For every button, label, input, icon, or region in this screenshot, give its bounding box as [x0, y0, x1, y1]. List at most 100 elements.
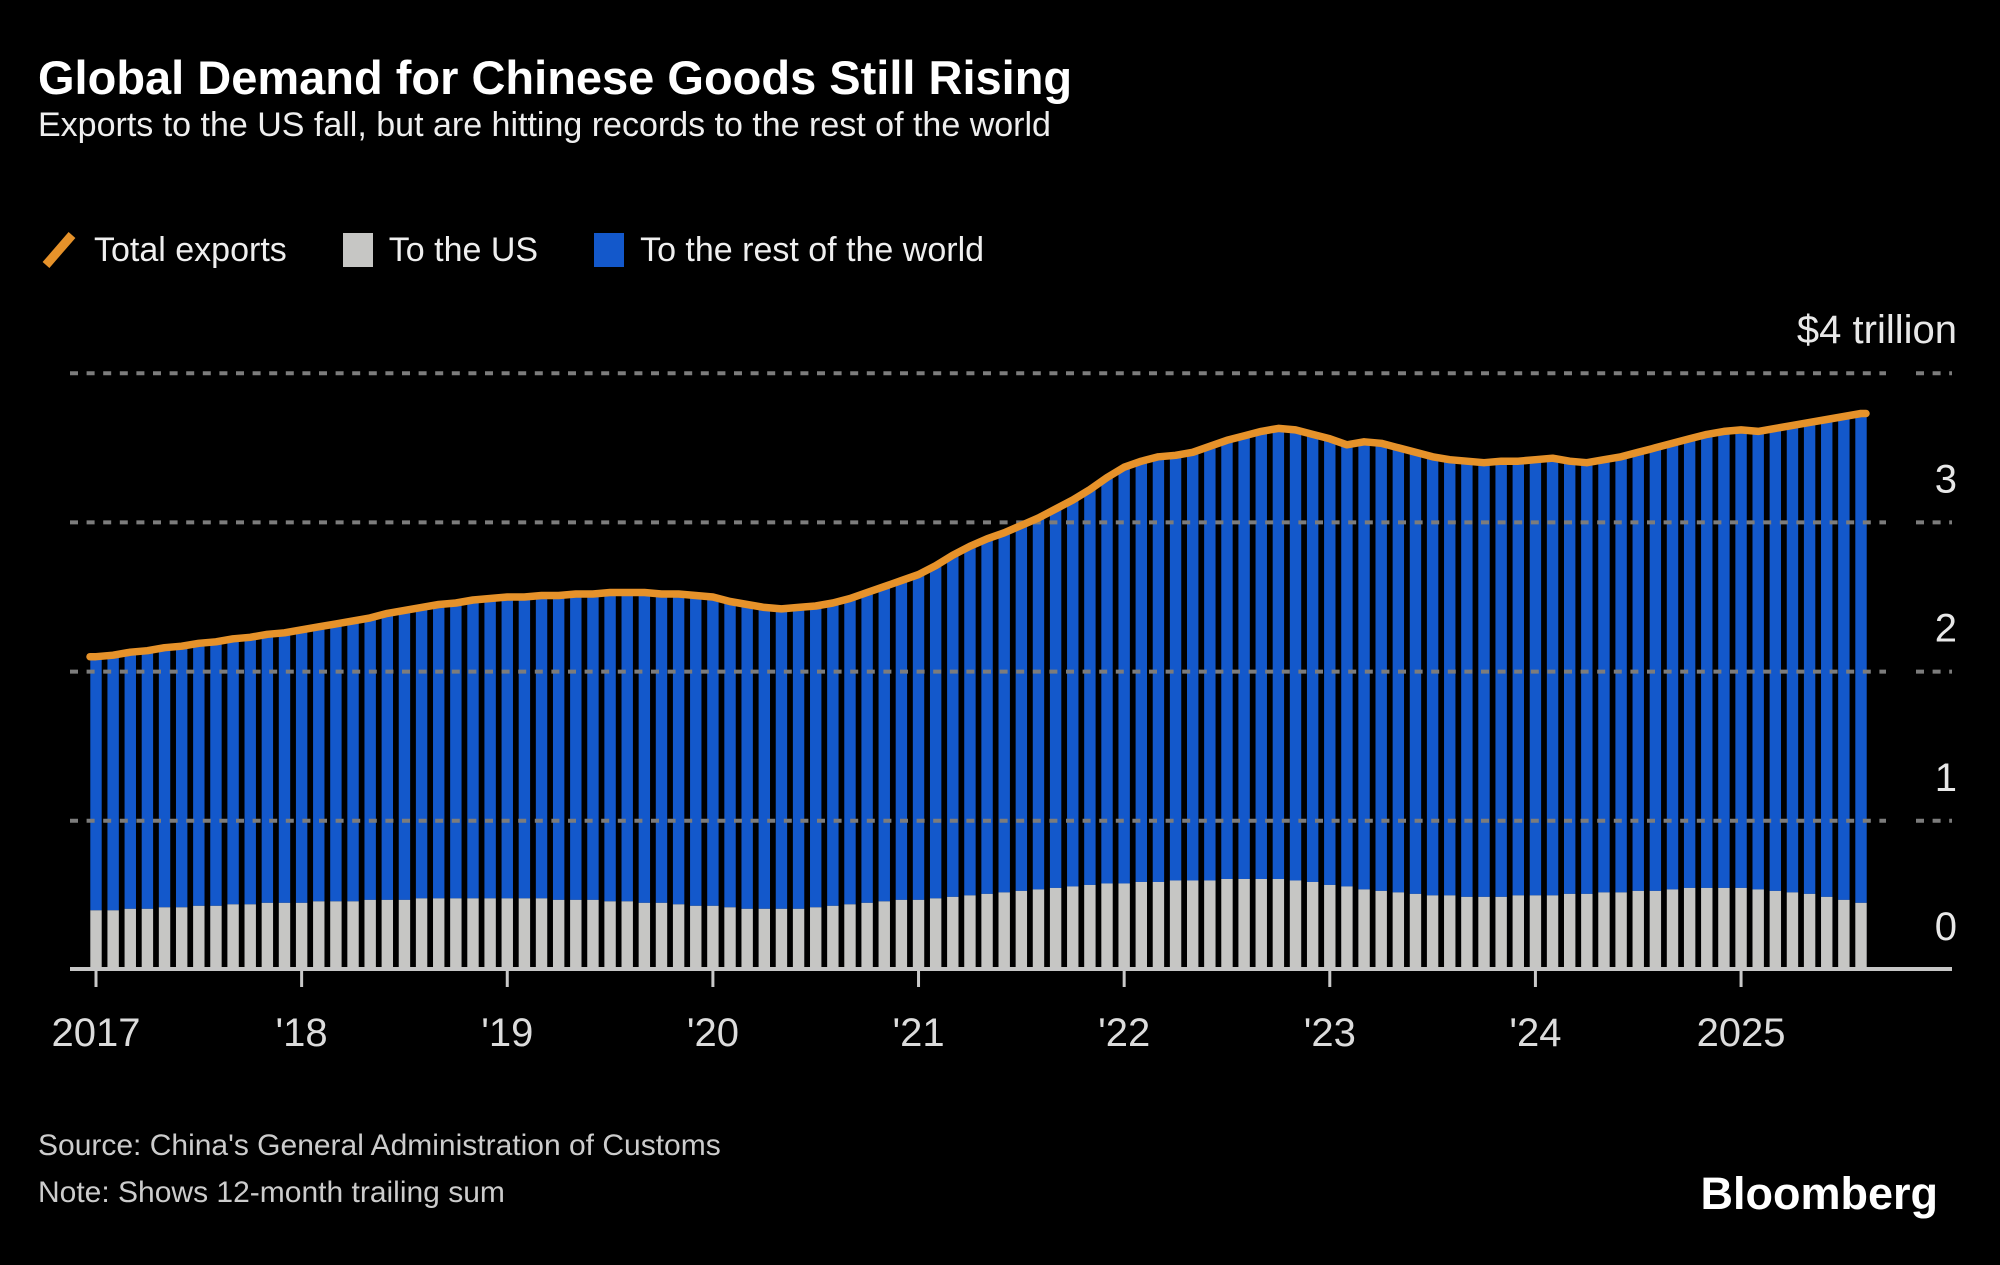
bar-us [1152, 881, 1165, 970]
us-swatch-icon [342, 233, 373, 267]
legend-label-rest-of-world: To the rest of the world [640, 230, 985, 269]
bar-rest-of-world [792, 607, 805, 909]
x-axis-label: 2017 [52, 1011, 141, 1055]
bar-us [347, 901, 359, 970]
bar-rest-of-world [1563, 461, 1576, 894]
bar-rest-of-world [775, 608, 788, 909]
bar-us [1718, 887, 1730, 970]
x-axis-label: '18 [276, 1011, 328, 1055]
bar-rest-of-world [1067, 500, 1079, 887]
bar-us [792, 908, 805, 970]
bar-rest-of-world [1718, 431, 1730, 888]
bar-rest-of-world [398, 610, 411, 900]
bar-us [1221, 878, 1233, 970]
bar-us [604, 901, 616, 970]
bar-rest-of-world [570, 594, 582, 900]
bar-us [484, 898, 496, 970]
bar-us [398, 899, 411, 970]
chart-title: Global Demand for Chinese Goods Still Ri… [38, 51, 1073, 104]
bar-rest-of-world [158, 647, 171, 908]
bar-rest-of-world [1358, 441, 1370, 890]
bar-rest-of-world [1306, 434, 1319, 882]
bar-rest-of-world [1495, 461, 1507, 897]
bar-rest-of-world [998, 532, 1010, 893]
bar-us [1752, 889, 1764, 970]
bar-us [1426, 895, 1439, 970]
bar-us [141, 908, 154, 970]
bar-rest-of-world [1803, 422, 1816, 894]
bar-us [552, 899, 565, 970]
bar-rest-of-world [810, 605, 822, 908]
x-axis-label: '20 [687, 1011, 739, 1055]
bar-us [724, 907, 736, 970]
bar-us [1598, 892, 1610, 970]
bar-rest-of-world [1101, 477, 1113, 884]
bar-rest-of-world [1581, 462, 1593, 894]
bar-us [1118, 883, 1130, 970]
bar-us [861, 902, 873, 970]
bar-rest-of-world [947, 555, 959, 897]
bar-rest-of-world [1187, 452, 1199, 881]
bar-rest-of-world [124, 652, 136, 909]
x-axis-label: '24 [1509, 1011, 1561, 1055]
bar-us [1855, 902, 1867, 970]
bar-rest-of-world [1666, 443, 1679, 890]
bar-rest-of-world [964, 546, 976, 896]
bar-rest-of-world [1701, 434, 1713, 888]
bar-us [210, 905, 222, 970]
bar-rest-of-world [535, 595, 548, 899]
bar-us [1581, 893, 1593, 970]
bar-us [1701, 887, 1713, 970]
bar-rest-of-world [347, 620, 359, 902]
source-text: Source: China's General Administration o… [38, 1129, 721, 1162]
bar-rest-of-world [895, 580, 908, 900]
bar-rest-of-world [672, 594, 685, 905]
bar-us [1683, 887, 1696, 970]
bar-rest-of-world [1221, 440, 1233, 879]
bar-rest-of-world [638, 592, 651, 903]
bar-us [827, 905, 839, 970]
total-exports-line-icon [42, 232, 76, 268]
bar-us [261, 902, 274, 970]
bar-rest-of-world [707, 597, 719, 906]
bar-us [1238, 878, 1250, 970]
bar-rest-of-world [107, 655, 119, 911]
chart-subtitle: Exports to the US fall, but are hitting … [38, 106, 1051, 144]
bar-us [1204, 880, 1216, 970]
legend-item-rest-of-world: To the rest of the world [594, 231, 984, 270]
bar-rest-of-world [1649, 447, 1662, 891]
bar-rest-of-world [1341, 444, 1353, 887]
bar-us [1358, 889, 1370, 970]
bar-us [124, 908, 136, 970]
bar-us [1324, 884, 1336, 970]
x-axis-label: '23 [1304, 1011, 1356, 1055]
bar-rest-of-world [501, 597, 513, 899]
bar-rest-of-world [433, 604, 445, 899]
rest-of-world-swatch-icon [594, 233, 625, 267]
bar-us [535, 898, 548, 970]
bar-rest-of-world [1598, 459, 1610, 893]
x-axis-label: '19 [481, 1011, 533, 1055]
bar-rest-of-world [1546, 458, 1559, 896]
bar-rest-of-world [1238, 435, 1250, 879]
bar-us [929, 898, 942, 970]
bar-us [690, 905, 702, 970]
bar-us [741, 908, 753, 970]
x-axis-label: 2025 [1697, 1011, 1786, 1055]
bar-rest-of-world [1272, 428, 1285, 879]
bar-rest-of-world [981, 538, 993, 894]
bar-us [947, 896, 959, 970]
bar-us [1392, 892, 1405, 970]
bar-rest-of-world [1615, 456, 1627, 893]
bar-us [758, 908, 771, 970]
bar-rest-of-world [929, 565, 942, 899]
total-exports-line [86, 409, 1870, 661]
legend-item-us: To the US [342, 231, 538, 270]
bar-rest-of-world [878, 586, 890, 902]
bar-rest-of-world [295, 629, 308, 903]
bar-rest-of-world [1683, 438, 1696, 888]
bar-rest-of-world [741, 604, 753, 909]
bar-rest-of-world [1152, 456, 1165, 882]
bar-us [587, 899, 599, 970]
bar-us [1272, 878, 1285, 970]
